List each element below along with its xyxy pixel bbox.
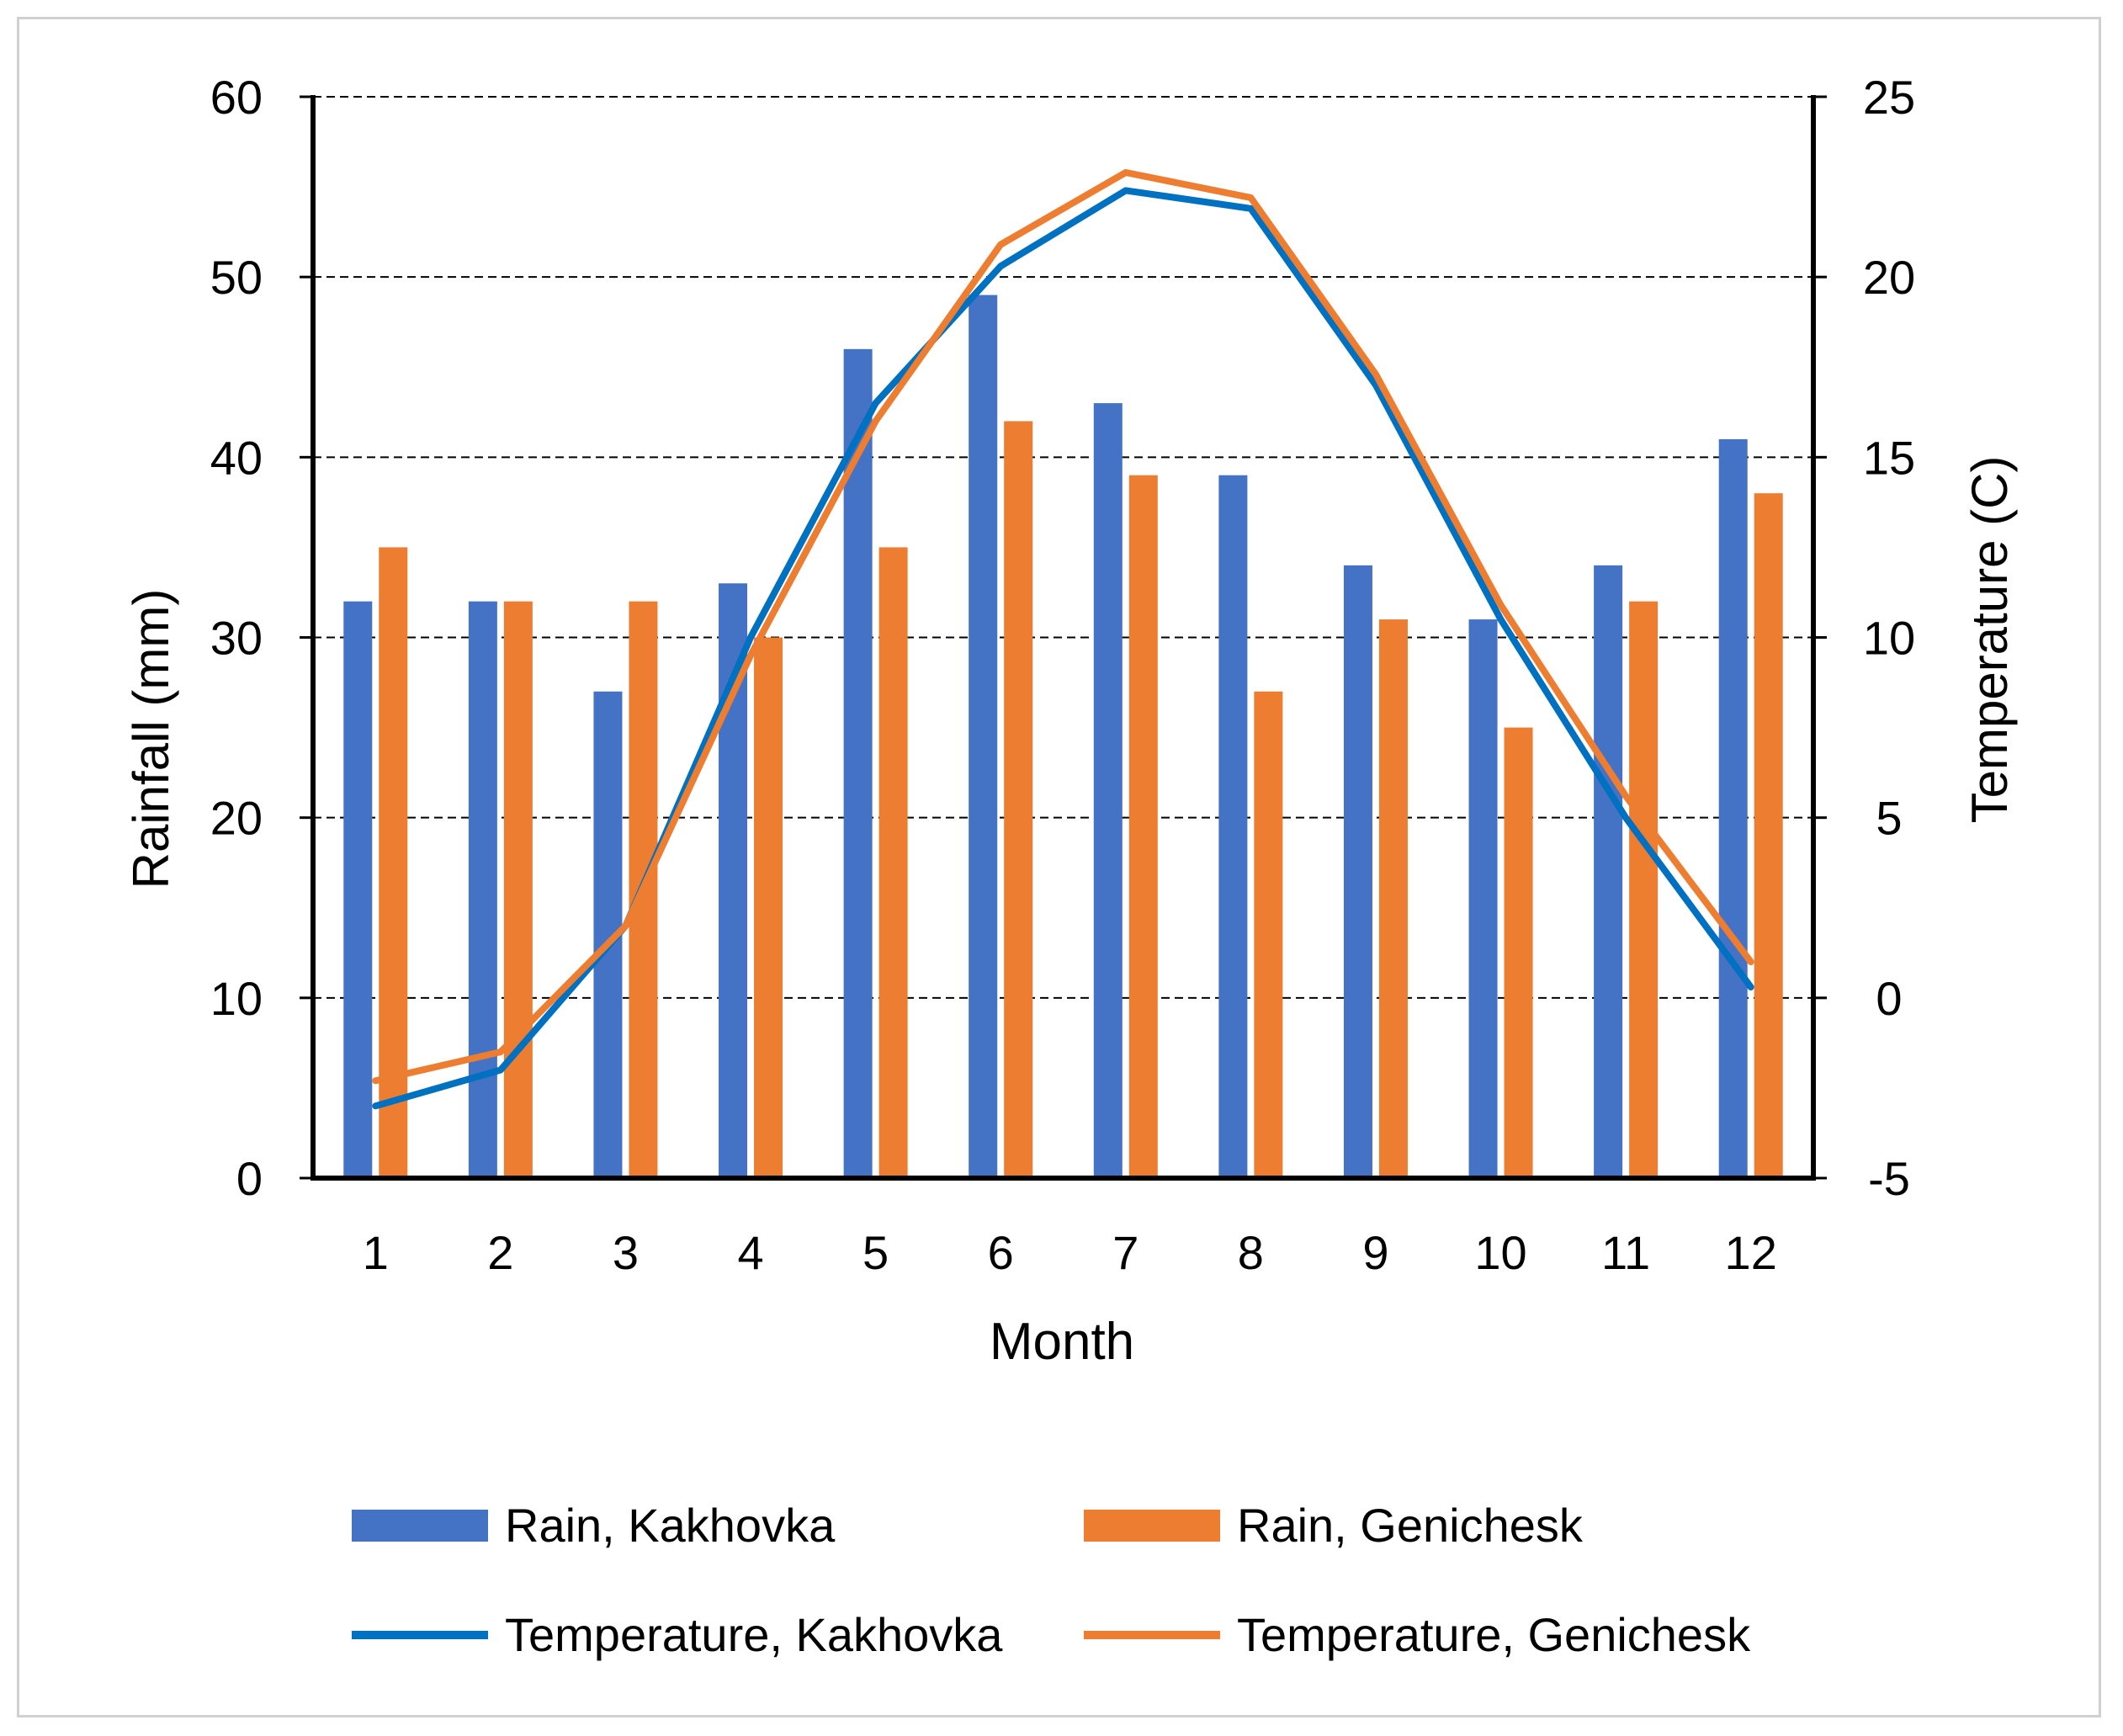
x-tick-label: 11 [1601, 1226, 1650, 1279]
x-tick-label: 4 [737, 1226, 763, 1279]
y2-tick-label: 25 [1863, 71, 1915, 124]
bar-series [343, 295, 1783, 1178]
legend-swatch-rain-kakhovka [352, 1510, 488, 1542]
legend: Rain, Kakhovka Rain, Genichesk Temperatu… [352, 1499, 1751, 1661]
x-axis-label: Month [990, 1313, 1134, 1371]
y2-tick-label: 10 [1863, 612, 1915, 665]
bar-rain-genichesk-7 [1128, 475, 1158, 1178]
bar-rain-genichesk-1 [379, 547, 408, 1178]
bar-rain-kakhovka-6 [969, 295, 998, 1178]
y-tick-label: 20 [210, 792, 263, 845]
line-temperature-genichesk [372, 169, 1754, 1085]
chart-frame [17, 17, 2101, 1717]
bar-rain-kakhovka-7 [1093, 403, 1123, 1178]
x-tick-label: 3 [613, 1226, 639, 1279]
y-axis-label: Rainfall (mm) [123, 589, 179, 889]
bar-rain-kakhovka-8 [1218, 475, 1248, 1178]
x-tick-label: 12 [1725, 1226, 1777, 1279]
y-tick-label: 10 [210, 972, 263, 1025]
bar-rain-genichesk-11 [1629, 601, 1659, 1178]
bar-rain-genichesk-4 [754, 637, 783, 1178]
x-tick-label: 5 [862, 1226, 889, 1279]
x-tick-label: 10 [1474, 1226, 1526, 1279]
bar-rain-kakhovka-2 [468, 601, 497, 1178]
y2-tick-label: 5 [1876, 792, 1902, 845]
bar-rain-genichesk-9 [1378, 619, 1408, 1178]
x-tick-label: 1 [363, 1226, 389, 1279]
line-series [372, 169, 1754, 1110]
y-tick-label: 50 [210, 251, 263, 304]
bar-rain-genichesk-6 [1004, 421, 1033, 1178]
bar-rain-kakhovka-9 [1343, 565, 1372, 1178]
x-tick-label: 9 [1362, 1226, 1388, 1279]
legend-label-rain-genichesk: Rain, Genichesk [1237, 1499, 1584, 1552]
bar-rain-genichesk-2 [503, 601, 533, 1178]
y2-tick-label: 15 [1863, 431, 1915, 484]
y2-axis-label: Temperature (C) [1961, 456, 2018, 824]
legend-label-temp-kakhovka: Temperature, Kakhovka [505, 1608, 1003, 1661]
legend-swatch-rain-genichesk [1084, 1510, 1220, 1542]
x-tick-label: 8 [1238, 1226, 1264, 1279]
legend-label-rain-kakhovka: Rain, Kakhovka [505, 1499, 836, 1552]
bar-rain-genichesk-8 [1254, 691, 1283, 1178]
y-tick-label: 0 [236, 1152, 263, 1205]
bar-rain-genichesk-10 [1504, 727, 1533, 1178]
x-tick-label: 7 [1112, 1226, 1138, 1279]
x-tick-label: 6 [988, 1226, 1014, 1279]
y2-tick-label: 0 [1876, 972, 1902, 1025]
y2-tick-label: -5 [1868, 1152, 1910, 1205]
y2-tick-label: 20 [1863, 251, 1915, 304]
axes [300, 95, 1827, 1181]
bar-rain-kakhovka-10 [1468, 619, 1498, 1178]
bar-rain-kakhovka-11 [1594, 565, 1623, 1178]
bar-rain-kakhovka-1 [343, 601, 373, 1178]
y-tick-label: 30 [210, 612, 263, 665]
bar-rain-genichesk-12 [1754, 493, 1783, 1178]
legend-label-temp-genichesk: Temperature, Genichesk [1237, 1608, 1751, 1661]
bar-rain-genichesk-5 [878, 547, 908, 1178]
x-tick-label: 2 [487, 1226, 513, 1279]
y-tick-label: 60 [210, 71, 263, 124]
y-tick-label: 40 [210, 431, 263, 484]
bar-rain-kakhovka-12 [1718, 438, 1748, 1178]
bar-rain-kakhovka-5 [843, 348, 873, 1178]
